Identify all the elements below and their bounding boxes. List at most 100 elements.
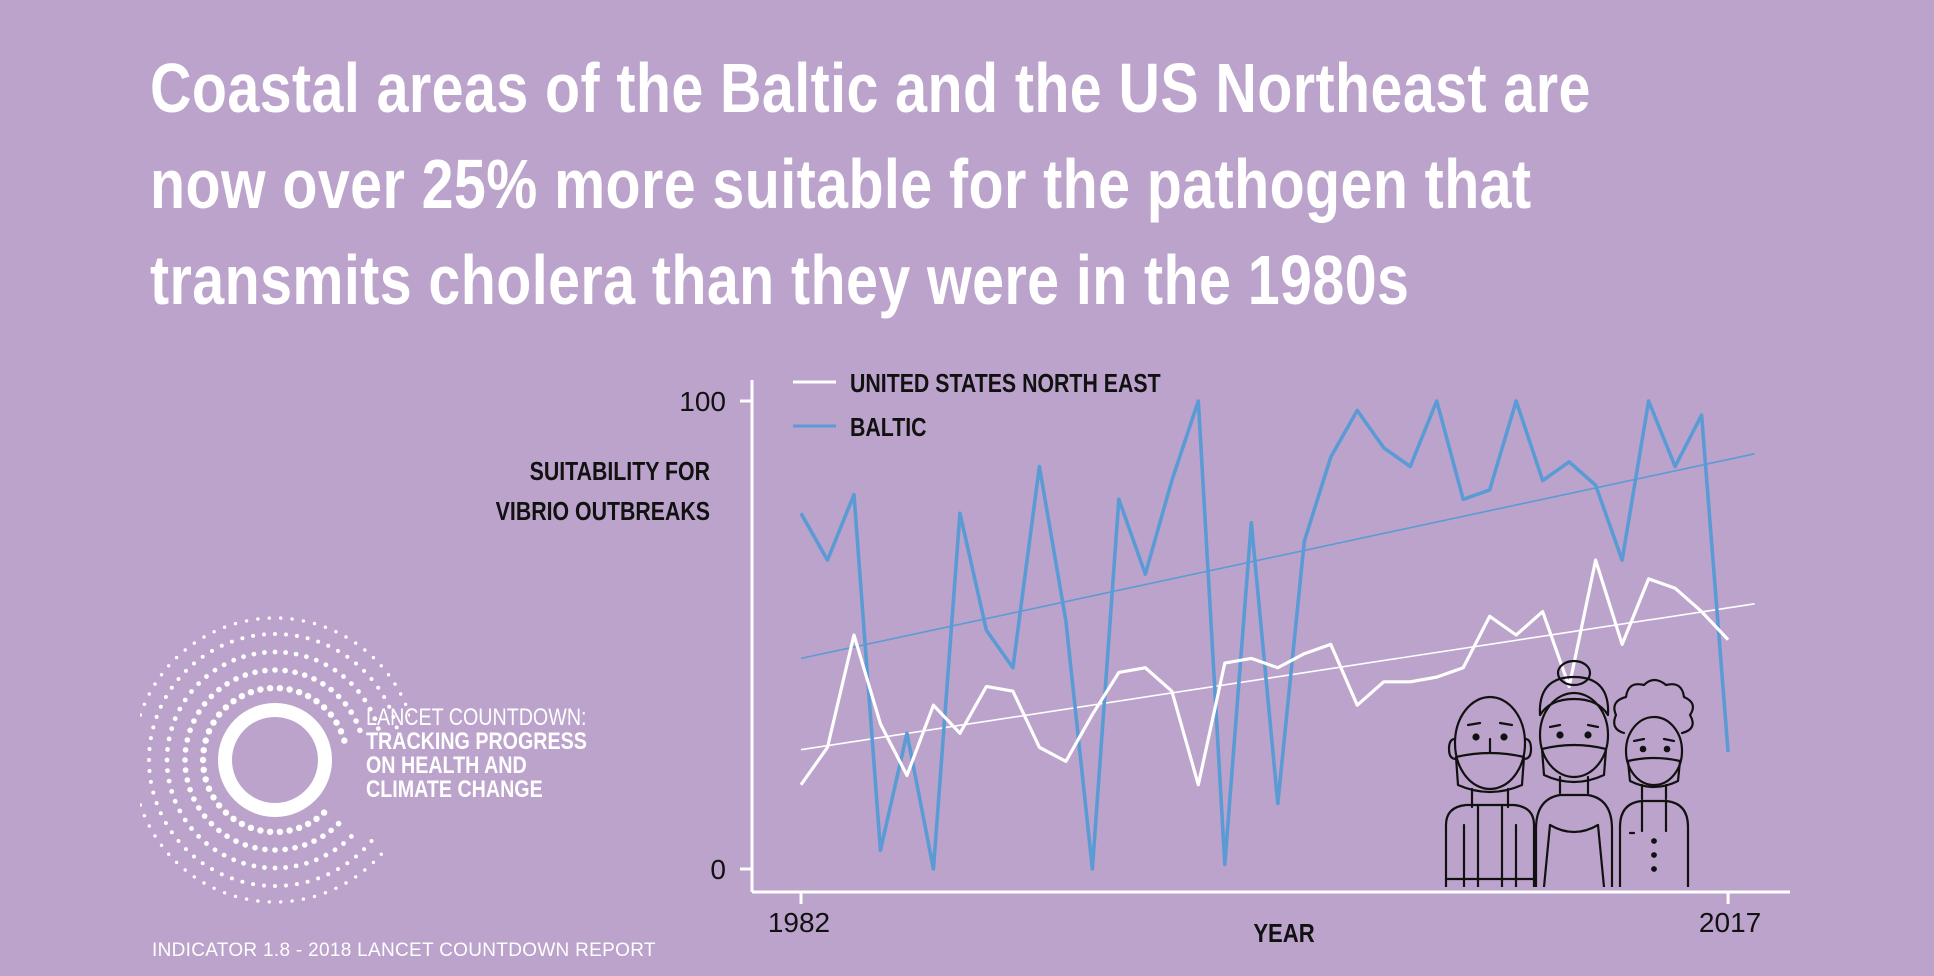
logo-dot-2-37 bbox=[177, 706, 183, 712]
logo-dot-2-22 bbox=[212, 847, 218, 853]
logo-dot-3-45 bbox=[183, 668, 188, 673]
logo-dot-0-44 bbox=[341, 737, 348, 744]
logo-dot-4-10 bbox=[371, 860, 376, 865]
logo-dot-0-9 bbox=[295, 824, 303, 831]
logo-dot-2-53 bbox=[323, 662, 329, 668]
logo-dot-4-26 bbox=[202, 881, 206, 885]
logo-dot-0-32 bbox=[247, 689, 255, 696]
logo-dot-3-36 bbox=[147, 758, 151, 762]
logo-dot-4-17 bbox=[301, 897, 306, 901]
logo-dot-1-52 bbox=[353, 718, 359, 724]
lancet-countdown-logo-icon bbox=[140, 616, 410, 904]
logo-dot-2-48 bbox=[272, 649, 278, 655]
logo-dot-3-57 bbox=[305, 636, 310, 641]
logo-dot-4-55 bbox=[233, 621, 238, 626]
logo-dot-2-56 bbox=[349, 681, 354, 686]
logo-dot-3-19 bbox=[262, 883, 266, 888]
logo-dot-1-9 bbox=[320, 833, 326, 839]
logo-dot-2-39 bbox=[189, 689, 194, 694]
trend-line-baltic bbox=[800, 453, 1755, 660]
logo-dot-2-24 bbox=[196, 834, 201, 839]
logo-dot-1-31 bbox=[187, 727, 193, 734]
logo-dot-4-29 bbox=[174, 860, 179, 865]
logo-dot-3-28 bbox=[176, 839, 181, 843]
logo-dot-4-21 bbox=[256, 899, 260, 903]
logo-dot-4-72 bbox=[399, 692, 403, 696]
logo-dot-2-31 bbox=[165, 768, 170, 773]
logo-inner-ring bbox=[218, 703, 332, 817]
logo-dot-3-17 bbox=[284, 883, 288, 888]
logo-dot-3-48 bbox=[210, 648, 214, 653]
logo-dot-3-61 bbox=[345, 654, 350, 659]
logo-dot-4-50 bbox=[183, 648, 187, 652]
logo-dot-1-41 bbox=[262, 667, 268, 674]
logo-dot-2-32 bbox=[164, 757, 170, 763]
logo-dot-3-51 bbox=[240, 636, 245, 641]
logo-dot-1-45 bbox=[301, 672, 308, 678]
logo-dot-0-22 bbox=[200, 766, 207, 773]
logo-dot-4-31 bbox=[159, 843, 164, 847]
logo-dot-0-25 bbox=[202, 737, 209, 744]
series-line-us-north-east bbox=[799, 558, 1730, 787]
logo-dot-3-44 bbox=[176, 677, 181, 681]
logo-dot-2-17 bbox=[262, 865, 267, 870]
y-axis-label: SUITABILITY FOR VIBRIO OUTBREAKS bbox=[496, 457, 710, 527]
logo-text-line-4: CLIMATE CHANGE bbox=[366, 776, 543, 803]
axes bbox=[740, 380, 1790, 904]
logo-dot-4-12 bbox=[354, 875, 358, 879]
logo-dot-3-46 bbox=[192, 661, 196, 666]
logo-dot-3-69 bbox=[394, 725, 399, 730]
logo-dot-2-34 bbox=[166, 736, 172, 742]
logo-dot-0-33 bbox=[257, 686, 264, 693]
logo-dot-4-34 bbox=[142, 814, 147, 818]
logo-dot-3-34 bbox=[148, 779, 153, 784]
logo-dot-4-63 bbox=[323, 625, 328, 629]
logo-dot-3-50 bbox=[229, 639, 234, 644]
child-figure-icon bbox=[1613, 678, 1694, 887]
logo-dot-2-54 bbox=[332, 667, 338, 673]
logo-dot-0-10 bbox=[286, 827, 293, 834]
logo-dot-3-21 bbox=[240, 879, 245, 884]
logo-dot-1-17 bbox=[242, 842, 249, 848]
logo-dot-0-26 bbox=[205, 728, 213, 735]
logo-dot-1-18 bbox=[233, 838, 239, 844]
logo-dot-4-68 bbox=[371, 655, 376, 660]
logo-dot-3-16 bbox=[294, 882, 299, 887]
logo-dot-4-14 bbox=[334, 886, 338, 890]
logo-dot-1-8 bbox=[328, 827, 334, 834]
logo-dot-1-39 bbox=[242, 672, 249, 678]
logo-dot-0-12 bbox=[266, 828, 274, 835]
logo-dot-2-30 bbox=[166, 778, 172, 784]
logo-dot-3-55 bbox=[284, 632, 288, 637]
logo-dot-0-43 bbox=[337, 728, 345, 735]
logo-dot-0-18 bbox=[215, 802, 223, 809]
logo-dot-0-6 bbox=[320, 809, 328, 816]
logo-dot-2-61 bbox=[375, 726, 381, 731]
logo-dot-3-12 bbox=[336, 867, 340, 872]
logo-dot-1-10 bbox=[311, 838, 317, 844]
logo-dot-3-65 bbox=[376, 685, 381, 690]
logo-dot-2-28 bbox=[172, 798, 178, 804]
logo-dot-1-51 bbox=[348, 709, 354, 715]
logo-dot-3-54 bbox=[273, 632, 277, 636]
logo-dot-3-14 bbox=[316, 876, 321, 881]
logo-dot-3-56 bbox=[294, 633, 299, 638]
logo-dot-3-10 bbox=[354, 854, 358, 859]
logo-dot-4-11 bbox=[363, 868, 367, 872]
logo-dot-0-40 bbox=[320, 704, 328, 711]
logo-dot-1-49 bbox=[335, 693, 342, 700]
logo-dot-1-21 bbox=[208, 820, 215, 827]
y-axis-label-line-2: VIBRIO OUTBREAKS bbox=[496, 497, 710, 527]
logo-dot-0-42 bbox=[333, 719, 340, 726]
logo-dot-4-43 bbox=[140, 713, 142, 717]
logo-dot-4-60 bbox=[290, 617, 294, 621]
logo-dot-3-37 bbox=[147, 747, 152, 751]
logo-dot-1-7 bbox=[335, 820, 342, 827]
logo-dot-4-66 bbox=[354, 641, 358, 645]
tick-labels: 100 0 1982 2017 bbox=[679, 386, 1761, 938]
logo-dot-2-10 bbox=[332, 847, 338, 853]
logo-dot-2-41 bbox=[204, 674, 209, 679]
logo-dot-3-63 bbox=[362, 668, 367, 673]
logo-dot-4-44 bbox=[142, 702, 147, 706]
woman-figure-icon bbox=[1534, 659, 1614, 887]
